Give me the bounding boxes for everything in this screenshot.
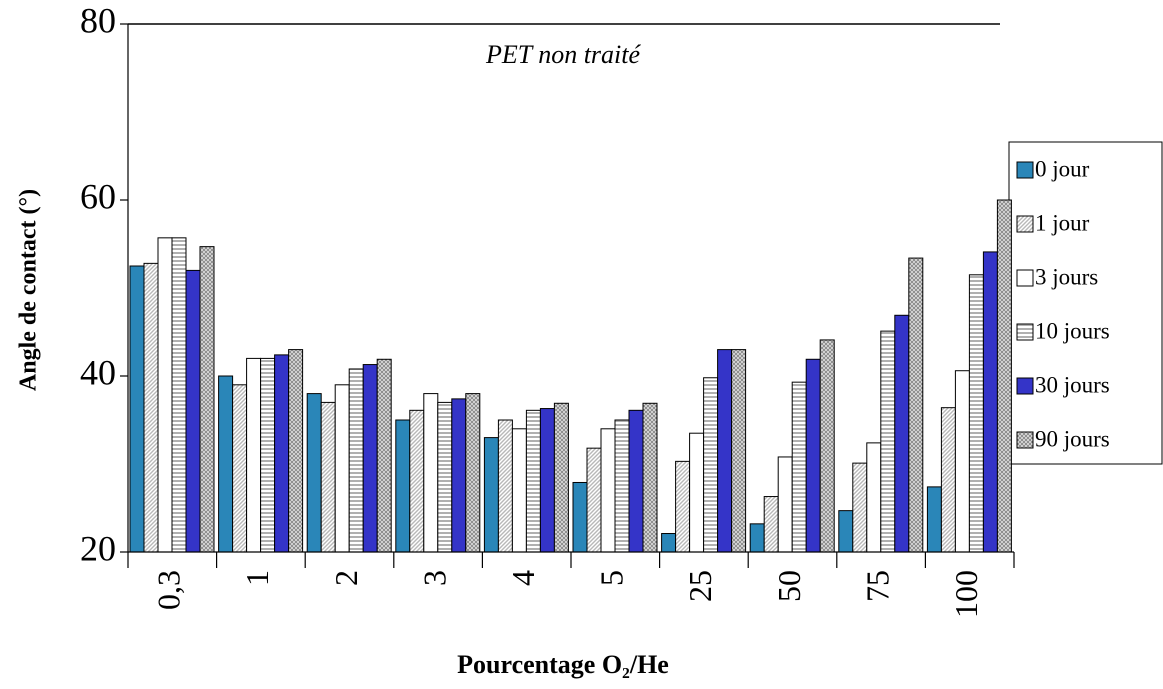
bar (628, 409, 644, 553)
bar (926, 486, 942, 553)
y-tick-label: 60 (80, 176, 116, 216)
bar (777, 456, 793, 553)
y-tick-label: 80 (80, 0, 116, 40)
y-tick-label: 20 (80, 528, 116, 568)
bar (661, 533, 677, 553)
bar (423, 393, 439, 553)
bar (996, 199, 1012, 553)
x-tick-label: 2 (328, 570, 364, 586)
bar (395, 419, 411, 553)
bar (260, 357, 276, 553)
bar (819, 339, 835, 553)
x-tick-label: 0,3 (151, 570, 187, 610)
legend-label: 90 jours (1035, 426, 1110, 451)
bar (334, 384, 350, 553)
bar (157, 237, 173, 553)
bar (763, 496, 779, 553)
bar (982, 251, 998, 553)
bar (465, 393, 481, 553)
bar (218, 375, 234, 553)
bar (572, 481, 588, 553)
bar (614, 419, 630, 553)
legend-label: 10 jours (1035, 318, 1110, 343)
x-tick-label: 75 (859, 570, 895, 602)
bar (376, 358, 392, 553)
bar (362, 364, 378, 553)
bar (232, 384, 248, 553)
bar (437, 401, 453, 553)
bar (171, 237, 187, 553)
bar (703, 377, 719, 553)
bar (731, 349, 747, 553)
bar (894, 314, 910, 553)
bar (717, 349, 733, 553)
bar (511, 428, 527, 553)
annotation: PET non traité (485, 40, 642, 69)
legend-label: 30 jours (1035, 372, 1110, 397)
x-tick-label: 5 (594, 570, 630, 586)
legend-label: 3 jours (1035, 264, 1098, 289)
y-axis-title: Angle de contact (°) (16, 189, 42, 391)
bar (246, 357, 262, 553)
bar (451, 398, 467, 553)
bar (642, 402, 658, 553)
bar (525, 409, 541, 553)
bar (320, 401, 336, 553)
legend-swatch (1016, 269, 1034, 287)
x-tick-label: 25 (682, 570, 718, 602)
x-tick-label: 50 (771, 570, 807, 602)
bar (274, 354, 290, 553)
x-axis-title: Pourcentage O₂/He (457, 650, 669, 679)
bar (852, 462, 868, 553)
bar (791, 381, 807, 553)
legend-label: 1 jour (1035, 210, 1090, 235)
bar (940, 407, 956, 553)
legend-swatch (1016, 161, 1034, 179)
legend-swatch (1016, 431, 1034, 449)
legend-label: 0 jour (1035, 156, 1090, 181)
legend-box (1008, 141, 1163, 465)
bar (199, 246, 215, 553)
bar (689, 432, 705, 553)
x-tick-label: 4 (505, 570, 541, 586)
bar (288, 349, 304, 553)
bar (908, 257, 924, 553)
bar (805, 358, 821, 553)
x-tick-label: 3 (416, 570, 452, 586)
bar (497, 419, 513, 553)
bar (838, 510, 854, 553)
bar (143, 262, 159, 553)
bar (553, 402, 569, 553)
bar (409, 409, 425, 553)
bar (880, 330, 896, 553)
bar (306, 393, 322, 553)
legend-swatch (1016, 215, 1034, 233)
bar (129, 265, 145, 553)
bar (539, 408, 555, 553)
bar (749, 523, 765, 553)
bar (483, 437, 499, 553)
bar (866, 442, 882, 553)
bar (586, 447, 602, 553)
bar (600, 428, 616, 553)
legend-swatch (1016, 377, 1034, 395)
x-tick-label: 1 (239, 570, 275, 586)
y-tick-label: 40 (80, 352, 116, 392)
legend-swatch (1016, 323, 1034, 341)
bar (954, 370, 970, 553)
x-tick-label: 100 (948, 570, 984, 618)
bar (185, 269, 201, 553)
bar (348, 368, 364, 553)
bar (968, 274, 984, 553)
bar (675, 460, 691, 553)
